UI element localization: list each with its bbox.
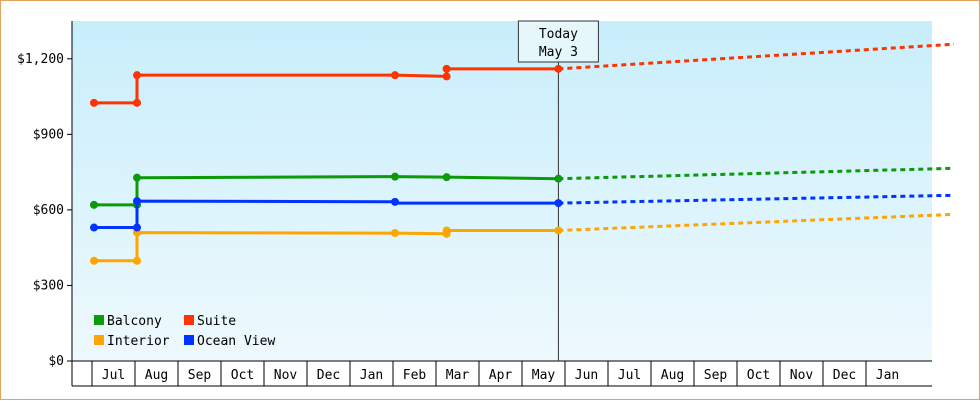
series-ocean-view-point [90, 223, 98, 232]
x-tick-label: Aug [145, 368, 168, 383]
x-axis: Jul Aug Sep Oct Nov Dec Jan Feb Mar Apr May Jun Jul A… [71, 360, 932, 387]
series-balcony-point [133, 173, 141, 182]
x-tick-label: Sep [188, 368, 212, 383]
x-tick-label: Oct [231, 368, 254, 383]
y-tick-label: $300 [33, 278, 64, 293]
series-ocean-view-forecast [558, 193, 955, 205]
series-ocean-view-point [554, 199, 563, 208]
x-tick-label: Jan [360, 368, 383, 383]
series-suite-point [391, 71, 399, 80]
x-tick-label: Jun [575, 368, 598, 383]
legend: Balcony Suite Interior Ocean View [94, 314, 275, 349]
series-balcony-point [554, 174, 563, 183]
x-tick-label: Nov [790, 368, 814, 383]
series-suite-point [554, 64, 563, 73]
legend-ocean-view-label: Ocean View [197, 334, 275, 349]
series-balcony-forecast [558, 166, 955, 181]
series-ocean-view-point [391, 197, 399, 206]
legend-suite-swatch [184, 315, 194, 325]
legend-balcony-swatch [94, 315, 104, 325]
x-tick-label: Jul [102, 368, 125, 383]
series-suite-point [90, 98, 98, 107]
y-tick-label: $1,200 [17, 52, 64, 67]
series-suite-point [442, 64, 451, 73]
y-tick-label: $900 [33, 127, 64, 142]
series-balcony-point [391, 172, 399, 181]
legend-interior-swatch [94, 335, 104, 345]
x-tick-label: Nov [274, 368, 298, 383]
series-balcony-line [94, 175, 559, 207]
series-balcony-point [442, 173, 451, 182]
x-tick-label: Jul [618, 368, 641, 383]
legend-interior-label: Interior [107, 334, 170, 349]
x-tick-label: Mar [446, 368, 470, 383]
today-marker: Today May 3 [517, 20, 599, 361]
series-suite-forecast [558, 42, 955, 71]
series-balcony-point [90, 200, 98, 209]
legend-suite-label: Suite [197, 314, 236, 329]
series-suite-point [133, 71, 141, 80]
legend-balcony-label: Balcony [107, 314, 162, 329]
y-tick-label: $600 [33, 203, 64, 218]
series-layer [90, 42, 955, 265]
y-tick-label: $0 [48, 354, 64, 369]
x-tick-label: Dec [833, 368, 856, 383]
series-ocean-view-line [94, 199, 559, 229]
series-interior-point [391, 229, 399, 238]
x-tick-label: Apr [489, 368, 513, 383]
series-suite-point [133, 98, 141, 107]
today-box [517, 20, 599, 63]
legend-ocean-view-swatch [184, 335, 194, 345]
series-interior-point [133, 256, 141, 265]
x-tick-label: Dec [317, 368, 340, 383]
x-tick-label: Aug [661, 368, 684, 383]
series-suite-point [442, 72, 451, 81]
today-date: May 3 [539, 45, 578, 60]
series-interior-point [554, 226, 563, 235]
y-axis: $0 $300 $600 $900 $1,200 [17, 21, 73, 369]
series-interior-point [90, 256, 98, 265]
x-tick-label: Feb [403, 368, 427, 383]
x-tick-label: Sep [704, 368, 728, 383]
x-tick-label: Oct [747, 368, 770, 383]
series-interior-forecast [558, 212, 955, 232]
x-tick-label: May [532, 368, 556, 383]
plot-background [72, 21, 932, 361]
x-tick-label: Jan [876, 368, 899, 383]
series-ocean-view-point [133, 197, 141, 206]
series-ocean-view-point [133, 223, 141, 232]
today-label: Today [539, 27, 578, 42]
series-interior-point [442, 226, 451, 235]
